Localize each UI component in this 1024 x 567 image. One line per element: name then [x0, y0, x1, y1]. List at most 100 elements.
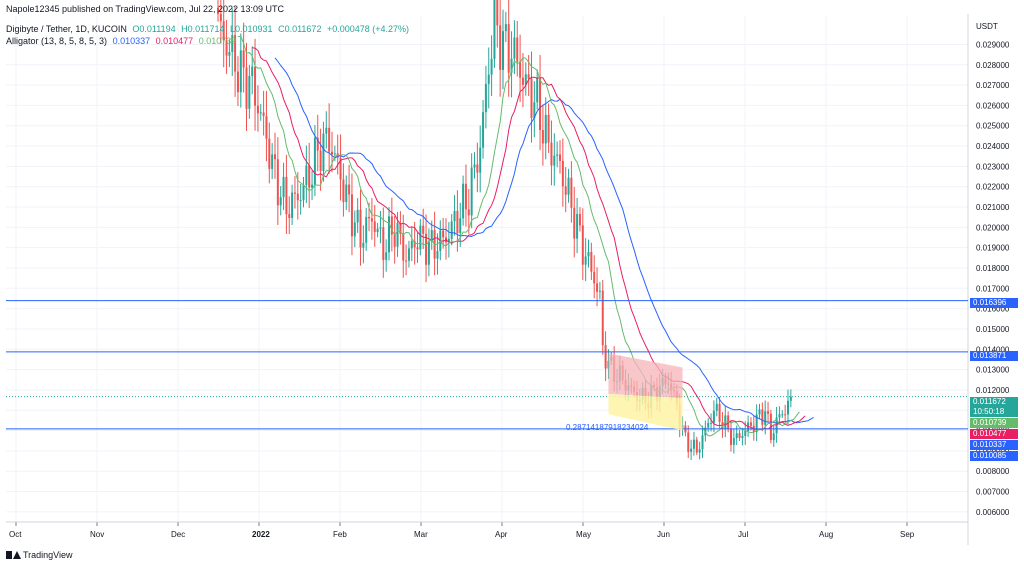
candle-body — [276, 159, 279, 206]
candle-body — [271, 154, 274, 169]
candle-body — [476, 164, 479, 173]
candle-body — [516, 37, 519, 62]
candle-body — [547, 114, 550, 143]
x-tick-label: Feb — [333, 530, 347, 539]
candle-body — [764, 411, 767, 425]
x-tick-label: Aug — [819, 530, 833, 539]
ohlc-close: C0.011672 — [278, 24, 322, 34]
candle-body — [365, 216, 368, 243]
hline-price-tag-1: 0.016396 — [970, 298, 1018, 308]
candle-body — [487, 74, 490, 84]
candle-body — [692, 439, 695, 449]
candle-body — [385, 252, 388, 261]
candle-body — [496, 0, 499, 26]
alligator-lips-line — [237, 35, 800, 437]
pattern-zone-yellow — [608, 393, 683, 431]
x-tick-label: Apr — [495, 530, 508, 539]
footer-brand[interactable]: TradingView — [6, 550, 73, 560]
candle-body — [262, 112, 265, 117]
candle-body — [576, 214, 579, 239]
ohlc-low: L0.010931 — [230, 24, 273, 34]
indicator-legend[interactable]: Alligator (13, 8, 5, 8, 5, 3) 0.010337 0… — [6, 36, 239, 46]
candle-body — [279, 197, 282, 206]
candle-body — [578, 214, 581, 226]
candle-body — [302, 185, 305, 201]
teeth-price-tag: 0.010477 — [970, 429, 1018, 439]
x-tick-label: Mar — [414, 530, 428, 539]
candle-body — [587, 251, 590, 257]
y-tick-label: 0.023000 — [976, 162, 1010, 171]
candle-body — [370, 218, 373, 222]
y-tick-label: 0.020000 — [976, 223, 1010, 232]
symbol-legend[interactable]: Digibyte / Tether, 1D, KUCOIN O0.011194 … — [6, 24, 412, 34]
candle-body — [442, 230, 445, 238]
candle-body — [236, 71, 239, 93]
y-tick-label: 0.006000 — [976, 508, 1010, 517]
candle-body — [593, 271, 596, 284]
candle-body — [513, 37, 516, 59]
candle-body — [419, 225, 422, 250]
indicator-name: Alligator (13, 8, 5, 8, 5, 3) — [6, 36, 108, 46]
candle-body — [559, 154, 561, 161]
x-tick-label: Dec — [171, 530, 185, 539]
candle-body — [561, 160, 564, 187]
candle-body — [288, 214, 291, 218]
candle-body — [567, 177, 570, 195]
candle-body — [256, 105, 259, 114]
candle-body — [755, 414, 758, 433]
candle-body — [744, 430, 747, 436]
candle-body — [313, 137, 316, 185]
candle-body — [573, 207, 576, 239]
y-tick-label: 0.027000 — [976, 81, 1010, 90]
y-tick-label: 0.007000 — [976, 488, 1010, 497]
y-tick-label: 0.014000 — [976, 345, 1010, 354]
candle-body — [598, 290, 601, 292]
candle-body — [761, 409, 764, 425]
candle-body — [217, 7, 219, 14]
candle-body — [767, 411, 770, 414]
x-tick-label: 2022 — [252, 530, 270, 539]
y-tick-label: 0.021000 — [976, 203, 1010, 212]
candle-body — [730, 428, 732, 445]
x-tick-label: May — [576, 530, 591, 539]
candle-body — [712, 410, 715, 423]
y-tick-label: 0.025000 — [976, 122, 1010, 131]
candle-body — [322, 133, 325, 172]
candle-body — [710, 422, 713, 424]
jaw-value: 0.010337 — [112, 36, 151, 46]
candle-body — [519, 61, 522, 78]
candle-body — [467, 209, 470, 216]
candle-body — [316, 137, 319, 151]
candle-body — [541, 129, 544, 144]
y-tick-label: 0.022000 — [976, 183, 1010, 192]
y-tick-label: 0.026000 — [976, 101, 1010, 110]
candle-body — [293, 192, 296, 194]
candle-body — [715, 403, 718, 411]
candle-body — [373, 221, 376, 233]
candle-body — [732, 438, 735, 445]
candle-body — [789, 396, 792, 401]
y-tick-label: 0.029000 — [976, 40, 1010, 49]
candle-body — [464, 183, 467, 210]
candle-body — [231, 35, 234, 53]
axis-unit-label: USDT — [976, 22, 998, 31]
candle-body — [399, 223, 402, 234]
candle-body — [291, 192, 294, 218]
candle-body — [379, 227, 382, 229]
candle-body — [493, 0, 496, 59]
candle-body — [450, 221, 453, 239]
hline-price-tag-3: 0.010085 — [970, 451, 1018, 461]
tradingview-logo-icon — [6, 551, 21, 559]
candle-body — [333, 153, 336, 155]
candle-body — [234, 35, 237, 72]
y-tick-label: 0.018000 — [976, 264, 1010, 273]
candle-body — [382, 227, 385, 261]
candle-body — [502, 31, 504, 70]
y-tick-label: 0.017000 — [976, 284, 1010, 293]
candle-body — [268, 138, 271, 169]
candle-body — [741, 435, 744, 438]
candle-body — [425, 233, 428, 265]
candle-body — [524, 74, 527, 85]
candle-body — [781, 414, 784, 416]
